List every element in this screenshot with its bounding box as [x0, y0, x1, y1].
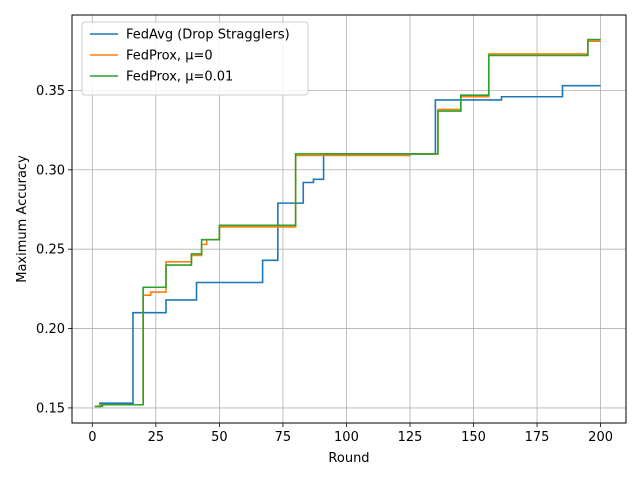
series-line-0: [94, 84, 601, 408]
legend: FedAvg (Drop Stragglers) FedProx, μ=0 FedP…: [81, 21, 309, 96]
x-tick-label: 175: [525, 430, 550, 445]
x-tick-label: 125: [398, 430, 423, 445]
y-tick-label: 0.20: [36, 322, 65, 337]
x-tick-label: 150: [461, 430, 486, 445]
x-tick-label: 50: [211, 430, 228, 445]
y-tick-label: 0.15: [36, 401, 65, 416]
legend-label: FedProx, μ=0: [126, 49, 213, 64]
legend-label: FedAvg (Drop Stragglers): [126, 28, 290, 43]
x-axis-label: Round: [328, 451, 369, 466]
x-tick-label: 25: [148, 430, 165, 445]
x-tick-label: 200: [588, 430, 613, 445]
plot-frame: [71, 14, 627, 424]
y-tick-label: 0.35: [36, 84, 65, 99]
x-tick-label: 100: [334, 430, 359, 445]
series-lines: [94, 38, 601, 408]
legend-box: [81, 21, 309, 96]
x-tick-label: 75: [275, 430, 292, 445]
y-tick-label: 0.25: [36, 243, 65, 258]
x-tick-label: 0: [88, 430, 96, 445]
legend-label: FedProx, μ=0.01: [126, 70, 233, 85]
axis-ticks: 0 25 50 75 100 125 150 175 200 0.15 0.20 0.25 0.30 0.…: [36, 84, 613, 445]
series-line-2: [94, 38, 601, 408]
y-tick-label: 0.30: [36, 163, 65, 178]
y-axis-label: Maximum Accuracy: [15, 155, 30, 283]
